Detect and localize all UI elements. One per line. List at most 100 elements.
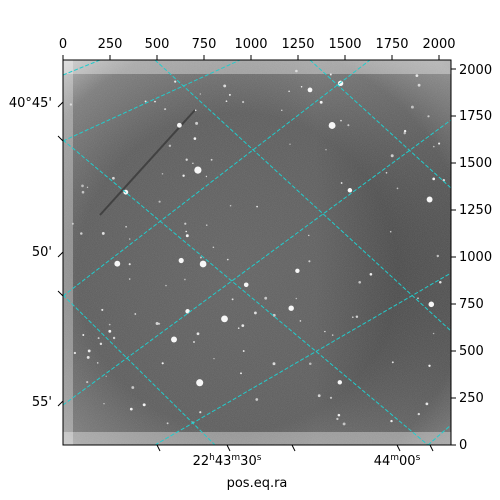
grid-line: [63, 139, 429, 445]
star: [73, 351, 77, 355]
star: [432, 177, 436, 181]
star: [161, 173, 164, 175]
star: [347, 188, 353, 193]
star: [295, 69, 298, 73]
star: [396, 187, 399, 190]
star: [86, 186, 89, 188]
right-tick-label: 750: [459, 297, 484, 312]
star: [442, 179, 446, 182]
top-tick-label: 2000: [422, 37, 455, 52]
star: [164, 108, 167, 111]
star: [417, 412, 420, 416]
star: [221, 315, 228, 323]
star: [210, 158, 213, 161]
star: [128, 278, 131, 280]
star: [205, 175, 208, 178]
star: [178, 257, 184, 264]
star: [329, 396, 333, 399]
ra-tick: [156, 444, 161, 452]
right-tick-label: 1750: [459, 109, 492, 124]
star: [317, 394, 321, 398]
top-x-axis: 0 250 500 750 1000 1250 1500 1750 2000: [59, 37, 456, 52]
dec-tick-label: 55': [32, 395, 52, 410]
right-tick-label: 500: [459, 344, 484, 359]
dec-tick: [57, 135, 64, 142]
star: [299, 320, 302, 322]
star: [253, 311, 257, 315]
star: [103, 402, 105, 405]
star: [128, 238, 131, 240]
star: [428, 364, 431, 367]
star: [308, 234, 310, 237]
star: [134, 313, 137, 315]
star: [319, 100, 323, 104]
star: [171, 336, 177, 343]
star: [391, 361, 394, 364]
star: [125, 225, 127, 228]
star: [225, 100, 228, 103]
right-tick-label: 1500: [459, 156, 492, 171]
star: [193, 341, 195, 343]
star: [87, 349, 91, 353]
star: [101, 231, 105, 235]
star: [158, 322, 161, 325]
star: [295, 268, 300, 273]
star: [229, 204, 232, 207]
grid-line: [63, 294, 216, 445]
star: [427, 115, 430, 118]
star: [199, 93, 201, 95]
star: [105, 375, 107, 377]
star: [161, 362, 164, 365]
star: [231, 298, 234, 301]
star: [425, 402, 429, 406]
star: [281, 109, 283, 111]
star: [112, 176, 115, 180]
star: [194, 166, 202, 174]
star: [237, 327, 240, 329]
ra-tick-label: 44m00s: [374, 453, 421, 469]
star: [342, 422, 346, 426]
star: [185, 230, 187, 233]
star: [108, 329, 112, 333]
star: [182, 174, 185, 177]
star: [436, 254, 440, 258]
ra-tick: [396, 444, 401, 452]
star: [288, 90, 290, 93]
star: [300, 85, 303, 88]
star: [71, 222, 74, 225]
star: [340, 119, 342, 122]
star: [240, 372, 242, 375]
star: [168, 144, 172, 148]
top-tick-label: 1250: [281, 37, 314, 52]
star: [196, 332, 200, 336]
star: [81, 184, 84, 188]
star: [158, 200, 161, 203]
star: [129, 407, 133, 411]
dec-tick-label: 40°45': [9, 96, 52, 111]
top-tick-label: 0: [59, 37, 67, 52]
star: [329, 73, 332, 76]
star: [331, 334, 334, 336]
ra-tick: [429, 444, 434, 452]
star: [337, 380, 343, 385]
star: [99, 342, 103, 346]
grid-line: [63, 60, 241, 142]
star: [80, 232, 83, 235]
star: [195, 121, 199, 125]
star: [307, 87, 313, 93]
star: [228, 93, 231, 96]
star: [410, 105, 414, 109]
grid-line: [63, 60, 371, 297]
star: [199, 256, 202, 259]
grid-line: [63, 119, 451, 406]
star: [226, 258, 229, 261]
star: [256, 205, 258, 208]
star: [242, 350, 245, 352]
star: [174, 80, 177, 83]
star: [390, 154, 394, 158]
top-tick-label: 1500: [328, 37, 361, 52]
star: [426, 196, 433, 203]
star: [243, 282, 249, 288]
star: [86, 355, 90, 359]
